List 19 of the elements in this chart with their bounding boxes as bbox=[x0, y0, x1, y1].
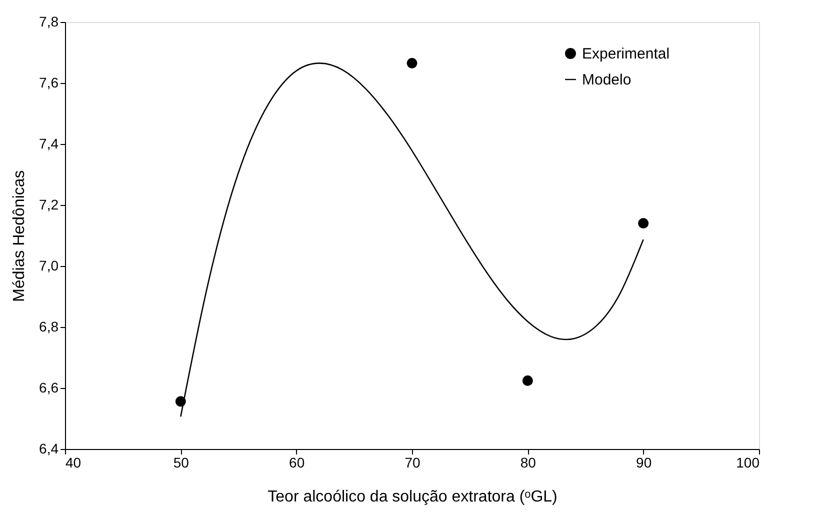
x-tick-label: 80 bbox=[520, 454, 536, 470]
x-axis-title: Teor alcoólico da solução extratora (ᵒGL) bbox=[268, 488, 558, 506]
x-tick-label: 60 bbox=[289, 454, 305, 470]
y-tick-label: 6,6 bbox=[39, 380, 59, 396]
y-axis-title: Médias Hedônicas bbox=[11, 170, 28, 302]
x-tick-label: 90 bbox=[636, 454, 652, 470]
y-tick-label: 7,0 bbox=[39, 258, 59, 274]
y-tick-label: 7,2 bbox=[39, 196, 59, 212]
x-tick-label: 70 bbox=[404, 454, 420, 470]
y-tick-label: 7,4 bbox=[39, 136, 59, 152]
y-tick-label: 6,4 bbox=[39, 440, 59, 456]
y-tick-label: 7,6 bbox=[39, 74, 59, 90]
x-tick-label: 100 bbox=[736, 454, 760, 470]
x-tick-label: 50 bbox=[173, 454, 190, 470]
x-tick-label: 40 bbox=[66, 454, 82, 470]
y-tick-label: 7,8 bbox=[39, 14, 59, 30]
legend-label: Experimental bbox=[582, 46, 670, 62]
y-tick-label: 6,8 bbox=[39, 318, 59, 334]
legend-label: Modelo bbox=[582, 72, 632, 88]
